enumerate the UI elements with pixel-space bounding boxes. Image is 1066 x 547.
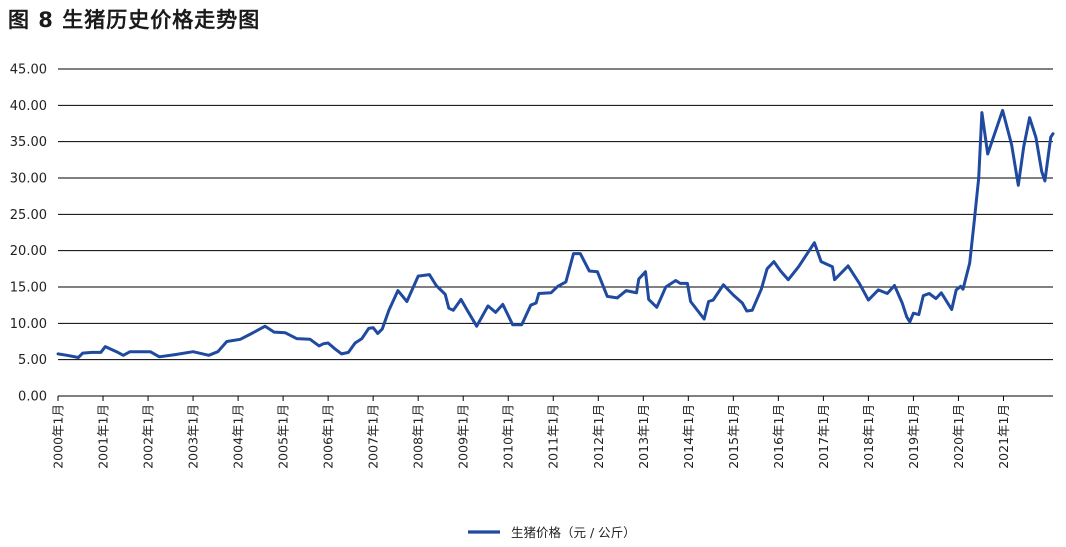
x-tick-label: 2006年1月 bbox=[321, 404, 336, 469]
y-tick-label: 35.00 bbox=[10, 135, 47, 150]
x-tick-label: 2001年1月 bbox=[96, 404, 111, 469]
legend: 生猪价格（元 / 公斤） bbox=[468, 525, 636, 540]
x-tick-label: 2003年1月 bbox=[186, 404, 201, 469]
gridlines bbox=[58, 68, 1053, 361]
y-tick-label: 0.00 bbox=[18, 390, 47, 405]
x-tick-label: 2008年1月 bbox=[411, 404, 426, 469]
x-tick-label: 2018年1月 bbox=[861, 404, 876, 469]
x-tick-label: 2013年1月 bbox=[636, 404, 651, 469]
y-tick-label: 30.00 bbox=[10, 172, 47, 187]
x-tick-label: 2005年1月 bbox=[276, 404, 291, 469]
x-tick-label: 2020年1月 bbox=[951, 404, 966, 469]
x-tick-label: 2016年1月 bbox=[771, 404, 786, 469]
chart-title: 图 8 生猪历史价格走势图 bbox=[8, 8, 261, 32]
x-tick-label: 2004年1月 bbox=[231, 404, 246, 469]
y-axis-ticks: 0.00 5.00 10.00 15.00 20.00 25.00 30.00 35.00 40… bbox=[10, 63, 47, 405]
y-tick-label: 15.00 bbox=[10, 281, 47, 296]
y-tick-label: 25.00 bbox=[10, 208, 47, 223]
x-tick-label: 2021年1月 bbox=[996, 404, 1011, 469]
y-tick-label: 45.00 bbox=[10, 63, 47, 78]
x-tick-label: 2002年1月 bbox=[141, 404, 156, 469]
legend-label: 生猪价格（元 / 公斤） bbox=[511, 525, 636, 540]
x-tick-label: 2019年1月 bbox=[906, 404, 921, 469]
x-tick-label: 2014年1月 bbox=[681, 404, 696, 469]
x-tick-label: 2007年1月 bbox=[366, 404, 381, 469]
x-tick-label: 2000年1月 bbox=[51, 404, 66, 469]
x-tick-label: 2011年1月 bbox=[546, 404, 561, 469]
x-axis: 2000年1月 2001年1月 2002年1月 2003年1月 2004年1月 2005年… bbox=[51, 395, 1053, 469]
x-tick-label: 2010年1月 bbox=[501, 404, 516, 469]
series-layer bbox=[56, 108, 1055, 359]
y-tick-label: 40.00 bbox=[10, 99, 47, 114]
series-line bbox=[56, 108, 1055, 359]
x-tick-label: 2015年1月 bbox=[726, 404, 741, 469]
y-tick-label: 5.00 bbox=[18, 353, 47, 368]
x-tick-label: 2017年1月 bbox=[816, 404, 831, 469]
y-tick-label: 10.00 bbox=[10, 317, 47, 332]
y-tick-label: 20.00 bbox=[10, 244, 47, 259]
x-tick-label: 2012年1月 bbox=[591, 404, 606, 469]
x-tick-label: 2009年1月 bbox=[456, 404, 471, 469]
